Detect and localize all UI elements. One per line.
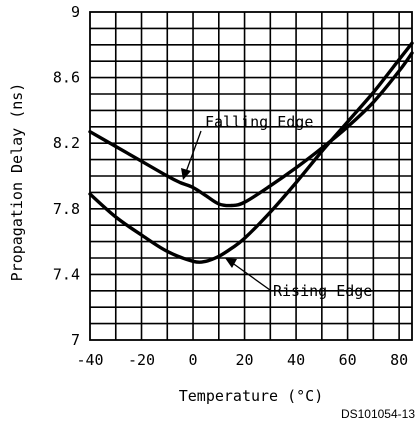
- falling-edge-arrowhead: [181, 168, 191, 180]
- y-tick-label: 7.8: [53, 200, 80, 218]
- y-tick-label: 9: [71, 3, 80, 21]
- grid: [89, 11, 413, 341]
- rising-edge-arrow: [230, 261, 271, 291]
- x-tick-label: 40: [287, 351, 305, 369]
- y-tick-label: 8.2: [53, 134, 80, 152]
- rising-edge-arrowhead: [225, 258, 237, 268]
- figure-code: DS101054-13: [341, 407, 415, 421]
- plot-frame: [89, 11, 413, 341]
- x-tick-label: 80: [390, 351, 408, 369]
- y-tick-label: 7.4: [53, 265, 80, 283]
- curves: [88, 41, 414, 264]
- rising-edge-label: Rising Edge: [273, 282, 372, 300]
- x-axis-label: Temperature (°C): [179, 387, 324, 405]
- x-tick-label: 20: [236, 351, 254, 369]
- rising-edge-curve: [88, 41, 414, 264]
- x-tick-label: 60: [339, 351, 357, 369]
- tick-labels: -40 -20 0 20 40 60 80 7 7.4 7.8 8.2 8.6 9: [53, 3, 408, 369]
- falling-edge-curve: [88, 51, 414, 208]
- y-tick-label: 8.6: [53, 69, 80, 87]
- falling-edge-arrow: [185, 130, 202, 173]
- y-tick-label: 7: [71, 331, 80, 349]
- x-tick-label: 0: [189, 351, 198, 369]
- x-tick-label: -40: [76, 351, 103, 369]
- falling-edge-label: Falling Edge: [205, 113, 313, 131]
- x-tick-label: -20: [128, 351, 155, 369]
- y-axis-label: Propagation Delay (ns): [8, 83, 26, 282]
